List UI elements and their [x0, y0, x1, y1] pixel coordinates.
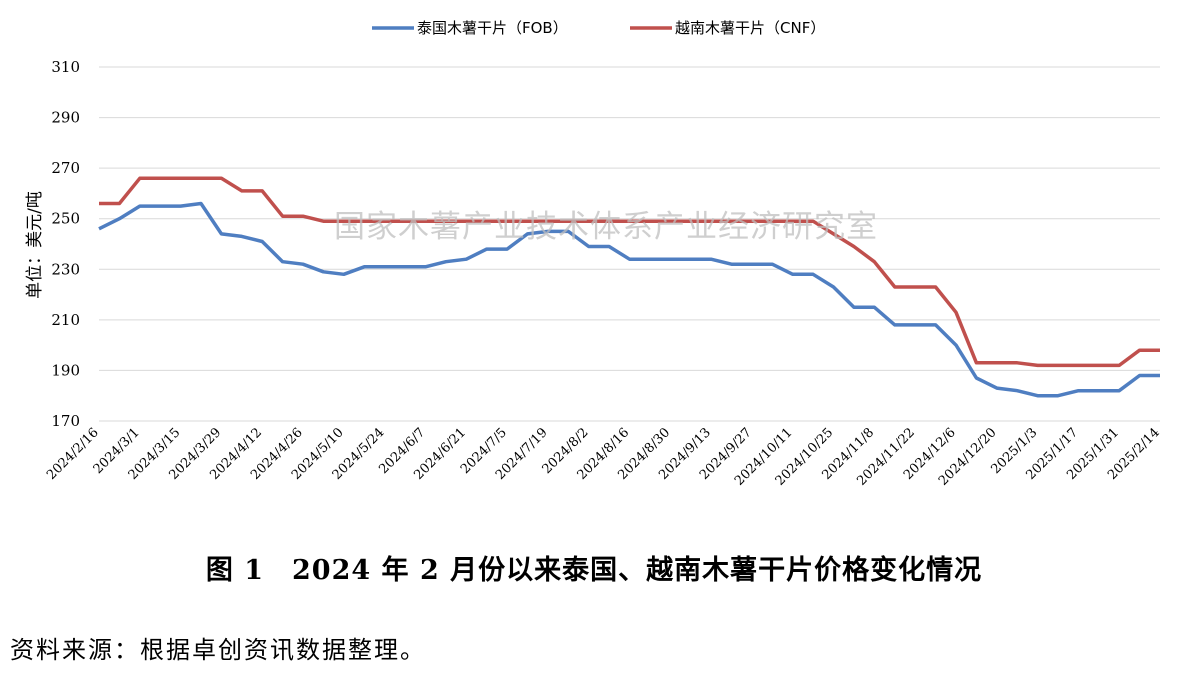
y-tick-label: 250	[51, 210, 80, 228]
grid-lines	[99, 66, 1160, 422]
y-axis-label: 单位：美元/吨	[25, 191, 45, 299]
x-tick-label: 2024/2/16	[44, 425, 102, 483]
y-tick-label: 290	[51, 109, 80, 127]
figure-caption: 图 1 2024 年 2 月份以来泰国、越南木薯干片价格变化情况	[205, 555, 983, 586]
y-tick-label: 170	[51, 412, 80, 430]
y-tick-label: 230	[51, 260, 80, 278]
x-tick-labels: 2024/2/162024/3/12024/3/152024/3/292024/…	[44, 425, 1163, 489]
y-tick-labels: 170 190 210 230 250 270 290 310	[51, 58, 80, 430]
y-tick-label: 190	[51, 361, 80, 379]
source-note: 资料来源：根据卓创资讯数据整理。	[10, 636, 426, 664]
line-chart: 170 190 210 230 250 270 290 310 2024/2/162024/3…	[25, 19, 1163, 489]
series-line-0	[98, 201, 1160, 398]
series-line-1	[99, 176, 1160, 368]
y-tick-label: 210	[51, 311, 80, 329]
legend: 泰国木薯干片（FOB） 越南木薯干片（CNF）	[372, 19, 825, 37]
legend-label-1: 越南木薯干片（CNF）	[675, 19, 825, 37]
watermark: 国家木薯产业技术体系产业经济研究室	[334, 209, 878, 245]
series-lines	[98, 176, 1160, 398]
legend-label-0: 泰国木薯干片（FOB）	[417, 19, 568, 37]
y-tick-label: 270	[51, 159, 80, 177]
y-tick-label: 310	[51, 58, 80, 76]
